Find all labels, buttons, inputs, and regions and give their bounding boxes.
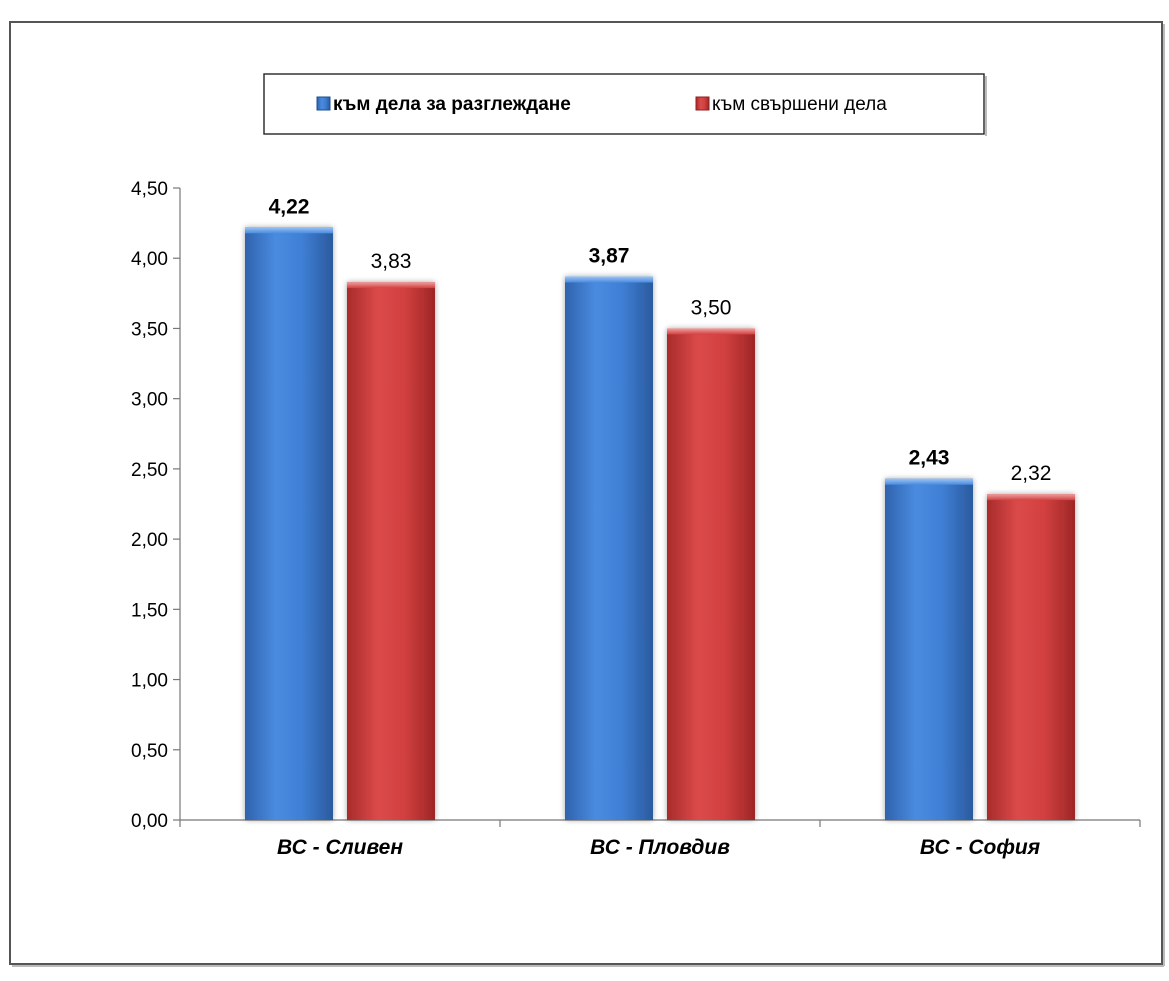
bar-group	[347, 282, 435, 820]
data-label: 2,43	[909, 447, 950, 470]
bar-top-highlight	[565, 276, 653, 283]
legend: към дела за разглеждане към свършени дел…	[263, 73, 987, 136]
y-tick-label: 3,00	[131, 390, 168, 411]
bar	[565, 276, 653, 821]
data-label: 4,22	[269, 195, 310, 218]
legend-swatch-series-2	[695, 96, 710, 111]
bar-top-highlight	[885, 478, 973, 485]
x-category-label: ВС - Пловдив	[590, 836, 730, 859]
legend-label-series-1: към дела за разглеждане	[333, 94, 571, 115]
y-tick-label: 0,50	[131, 741, 168, 762]
bar-top-highlight	[667, 328, 755, 335]
y-tick-label: 2,50	[131, 460, 168, 481]
bar	[987, 494, 1075, 820]
legend-box	[263, 73, 985, 135]
y-tick-label: 1,50	[131, 600, 168, 621]
value-labels: 4,22 3,83 3,87 3,50 2,43 2,32	[269, 195, 1052, 485]
y-tick-label: 0,00	[131, 811, 168, 832]
data-label: 3,50	[691, 296, 732, 319]
bar	[885, 478, 973, 820]
y-tick-label: 4,00	[131, 249, 168, 270]
bar	[347, 282, 435, 820]
bar-top-highlight	[987, 494, 1075, 501]
bar	[667, 328, 755, 820]
bar-group	[245, 227, 333, 820]
bar	[245, 227, 333, 820]
bar-group	[885, 478, 973, 820]
bar-group	[565, 276, 653, 821]
bar-group	[667, 328, 755, 820]
legend-label-series-2: към свършени дела	[712, 94, 887, 115]
legend-swatch-series-1	[316, 96, 331, 111]
data-label: 3,83	[371, 250, 412, 273]
y-tick-label: 1,00	[131, 671, 168, 692]
bar-top-highlight	[347, 282, 435, 289]
bar-group	[987, 494, 1075, 820]
y-tick-label: 2,00	[131, 530, 168, 551]
x-category-label: ВС - София	[920, 836, 1040, 859]
axes: 0,00 0,50 1,00 1,50 2,00 2,50 3,00 3,50 4,00 4,50…	[131, 179, 1141, 859]
data-label: 3,87	[589, 244, 630, 267]
bars	[245, 227, 1075, 821]
data-label: 2,32	[1011, 462, 1052, 485]
y-tick-label: 3,50	[131, 319, 168, 340]
bar-top-highlight	[245, 227, 333, 234]
x-category-label: ВС - Сливен	[277, 836, 403, 859]
y-tick-label: 4,50	[131, 179, 168, 200]
